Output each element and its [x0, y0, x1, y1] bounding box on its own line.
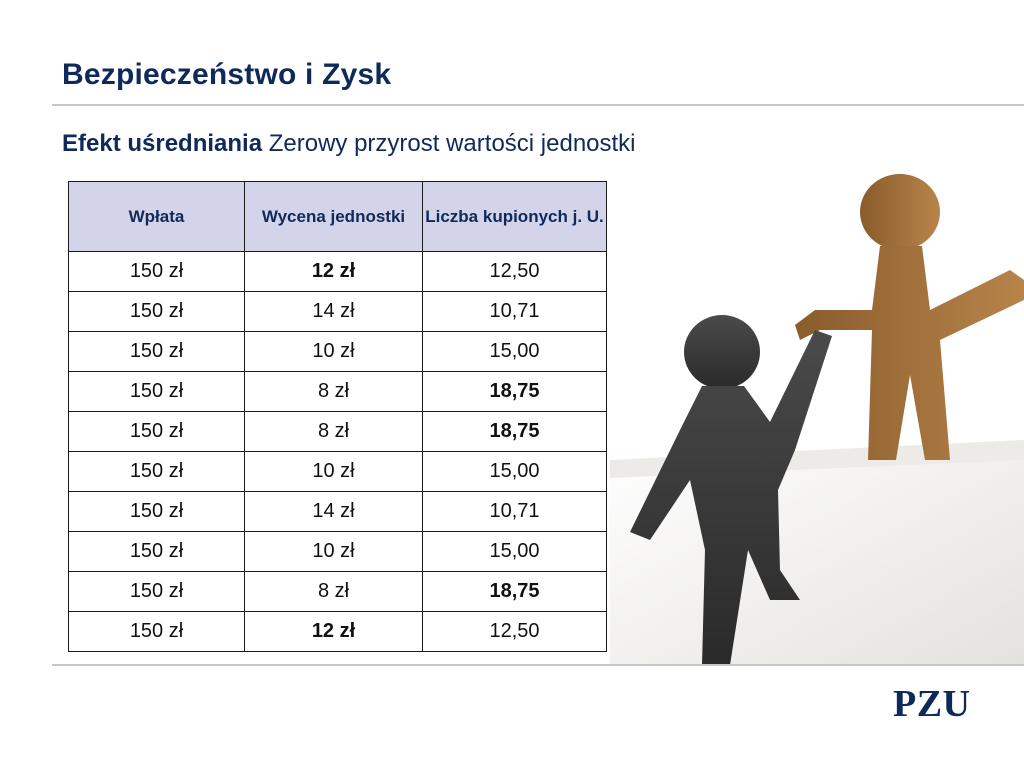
cell-wplata: 150 zł [68, 371, 245, 412]
cell-wycena: 8 zł [244, 411, 423, 452]
table-row: 150 zł 10 zł 15,00 [68, 331, 607, 372]
subtitle-rest: Zerowy przyrost wartości jednostki [268, 130, 636, 157]
cell-wycena: 10 zł [244, 331, 423, 372]
cell-wycena: 14 zł [244, 491, 423, 532]
cell-liczba: 15,00 [422, 531, 607, 572]
cell-wycena: 12 zł [244, 611, 423, 652]
cell-wycena: 8 zł [244, 571, 423, 612]
cell-liczba: 15,00 [422, 331, 607, 372]
cell-wycena: 10 zł [244, 531, 423, 572]
slide-title: Bezpieczeństwo i Zysk [62, 58, 392, 91]
pzu-logo: PZU [893, 683, 971, 725]
paper-figure-gray-icon [630, 315, 832, 665]
table-row: 150 zł 8 zł 18,75 [68, 411, 607, 452]
cell-wplata: 150 zł [68, 291, 245, 332]
cell-wplata: 150 zł [68, 531, 245, 572]
table-row: 150 zł 12 zł 12,50 [68, 251, 607, 292]
cell-liczba: 12,50 [422, 611, 607, 652]
cell-wplata: 150 zł [68, 251, 245, 292]
cell-liczba: 18,75 [422, 371, 607, 412]
cell-liczba: 15,00 [422, 451, 607, 492]
cell-wycena: 10 zł [244, 451, 423, 492]
cell-liczba: 18,75 [422, 411, 607, 452]
table-row: 150 zł 12 zł 12,50 [68, 611, 607, 652]
subtitle-bold: Efekt uśredniania [62, 130, 263, 157]
cell-wplata: 150 zł [68, 491, 245, 532]
paper-figure-brown-icon [795, 174, 1024, 460]
cell-wplata: 150 zł [68, 611, 245, 652]
cell-wplata: 150 zł [68, 411, 245, 452]
cell-wycena: 8 zł [244, 371, 423, 412]
slide-subtitle: Efekt uśredniania Zerowy przyrost wartoś… [62, 130, 636, 158]
bottom-divider [52, 664, 1024, 666]
cell-wycena: 14 zł [244, 291, 423, 332]
cell-liczba: 12,50 [422, 251, 607, 292]
table-row: 150 zł 10 zł 15,00 [68, 451, 607, 492]
header-wycena: Wycena jednostki [244, 181, 423, 252]
top-divider [52, 104, 1024, 106]
table-header-row: Wpłata Wycena jednostki Liczba kupionych… [68, 181, 607, 252]
table-row: 150 zł 10 zł 15,00 [68, 531, 607, 572]
cell-liczba: 10,71 [422, 491, 607, 532]
cell-wplata: 150 zł [68, 451, 245, 492]
cell-liczba: 18,75 [422, 571, 607, 612]
helping-hand-illustration [610, 174, 1024, 665]
cell-wplata: 150 zł [68, 571, 245, 612]
cell-wycena: 12 zł [244, 251, 423, 292]
header-wplata: Wpłata [68, 181, 245, 252]
table-row: 150 zł 8 zł 18,75 [68, 371, 607, 412]
averaging-table: Wpłata Wycena jednostki Liczba kupionych… [68, 181, 607, 652]
table-row: 150 zł 14 zł 10,71 [68, 491, 607, 532]
cell-liczba: 10,71 [422, 291, 607, 332]
table-row: 150 zł 8 zł 18,75 [68, 571, 607, 612]
header-liczba: Liczba kupionych j. U. [422, 181, 607, 252]
table-row: 150 zł 14 zł 10,71 [68, 291, 607, 332]
cell-wplata: 150 zł [68, 331, 245, 372]
